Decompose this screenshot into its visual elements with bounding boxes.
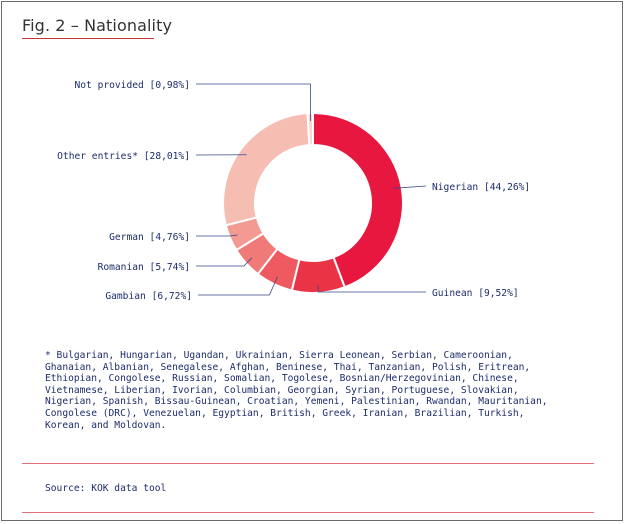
slice-label: Not provided [0,98%] xyxy=(74,80,190,91)
slice-label: Romanian [5,74%] xyxy=(98,262,190,273)
slice-label: Nigerian [44,26%] xyxy=(432,182,530,193)
title-underline xyxy=(22,38,154,39)
leader-line xyxy=(317,284,426,293)
label-group-guinean: Guinean [9,52%] xyxy=(317,284,519,299)
slice-label: Guinean [9,52%] xyxy=(432,288,519,299)
slice-label: Other entries* [28,01%] xyxy=(57,151,190,162)
donut-slice-not-provided xyxy=(306,111,314,147)
leader-line xyxy=(196,257,253,267)
label-group-gambian: Gambian [6,72%] xyxy=(105,276,278,302)
label-group-not-provided: Not provided [0,98%] xyxy=(74,80,311,122)
divider-bottom xyxy=(22,512,594,513)
slice-label: German [4,76%] xyxy=(109,232,190,243)
figure-title: Fig. 2 – Nationality xyxy=(22,16,173,35)
leader-line xyxy=(198,276,278,296)
divider-top xyxy=(22,463,594,464)
donut-slice-nigerian xyxy=(312,111,404,289)
leader-line xyxy=(393,185,427,189)
label-group-other-entries: Other entries* [28,01%] xyxy=(57,151,247,162)
label-group-romanian: Romanian [5,74%] xyxy=(98,257,253,273)
donut-slice-other-entries xyxy=(222,112,311,227)
leader-line xyxy=(196,234,238,237)
footnote-text: * Bulgarian, Hungarian, Ugandan, Ukraini… xyxy=(45,350,548,431)
source-note: Source: KOK data tool xyxy=(45,483,167,494)
label-group-nigerian: Nigerian [44,26%] xyxy=(393,182,530,193)
leader-line xyxy=(196,83,311,122)
label-group-german: German [4,76%] xyxy=(109,232,238,243)
slice-label: Gambian [6,72%] xyxy=(105,291,192,302)
